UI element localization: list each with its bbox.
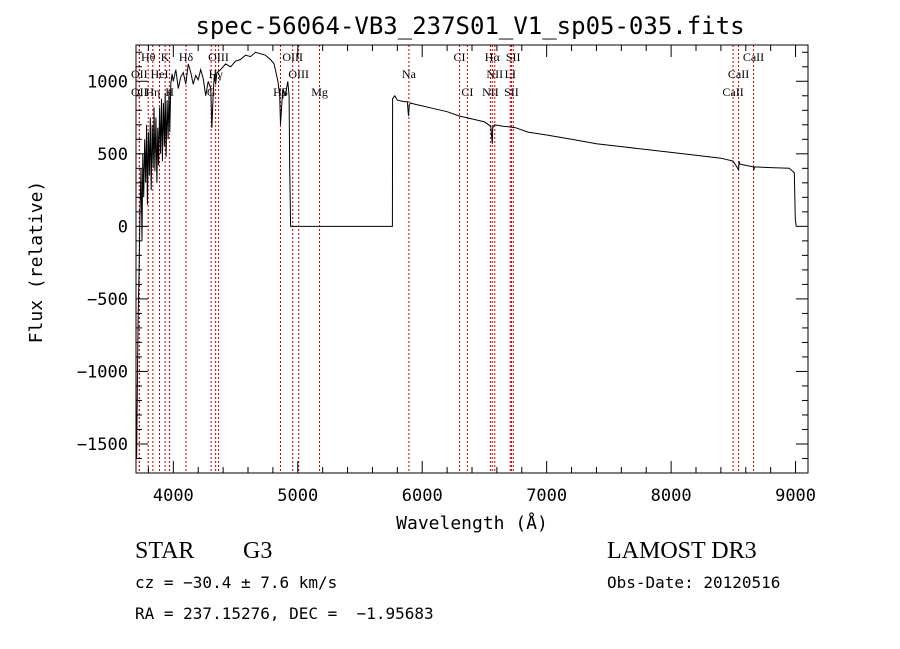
- spectral-line-markers: [138, 45, 754, 473]
- y-axis: −1500 −1000 −500 0 500 1000: [77, 51, 808, 459]
- line-label-26: CaII: [722, 85, 743, 99]
- line-label-20: G: [207, 85, 216, 99]
- line-label-22: Mg: [311, 85, 328, 99]
- plot-frame: [135, 44, 809, 474]
- line-label-14: NII: [486, 67, 503, 81]
- line-label-3: OIII: [208, 50, 229, 64]
- line-label-8: CaII: [743, 50, 764, 64]
- x-axis-label: Wavelength (Å): [396, 512, 548, 534]
- x-tick-label-0: 4000: [153, 486, 194, 506]
- y-tick-label-4: 500: [97, 145, 128, 165]
- line-label-19: H: [165, 85, 174, 99]
- y-tick-label-3: 0: [118, 217, 128, 237]
- line-label-16: CaII: [728, 67, 749, 81]
- line-label-23: CI: [461, 85, 473, 99]
- chart-title: spec-56064-VB3_237S01_V1_sp05-035.fits: [195, 12, 744, 40]
- line-label-18: Hη: [145, 85, 160, 99]
- line-label-12: OIII: [288, 67, 309, 81]
- y-tick-label-1: −1000: [77, 362, 128, 382]
- line-label-21: Hβ: [273, 85, 288, 99]
- line-label-17: OII: [131, 85, 148, 99]
- y-tick-label-5: 1000: [87, 72, 128, 92]
- series-spectrum: [136, 51, 797, 459]
- line-label-0: Hθ: [141, 50, 156, 64]
- x-axis: 4000 5000 6000 7000 8000 9000: [147, 45, 816, 506]
- line-label-10: HeI: [151, 67, 169, 81]
- line-label-7: SII: [506, 50, 521, 64]
- y-tick-label-2: −500: [87, 290, 128, 310]
- x-tick-label-3: 7000: [526, 486, 567, 506]
- spectral-subclass: G3: [243, 538, 273, 564]
- line-label-5: CI: [454, 50, 466, 64]
- object-class: STAR: [135, 538, 195, 564]
- coordinates: RA = 237.15276, DEC = −1.95683: [135, 604, 434, 623]
- x-tick-label-2: 6000: [402, 486, 443, 506]
- survey-name: LAMOST DR3: [607, 538, 757, 564]
- x-tick-label-4: 8000: [651, 486, 692, 506]
- observation-date: Obs-Date: 20120516: [607, 573, 781, 592]
- line-label-2: Hδ: [179, 50, 194, 64]
- line-label-1: K: [161, 50, 170, 64]
- y-axis-label: Flux (relative): [26, 181, 47, 344]
- y-tick-label-0: −1500: [77, 435, 128, 455]
- line-label-13: Na: [402, 67, 417, 81]
- x-tick-label-5: 9000: [775, 486, 816, 506]
- line-label-9: OII: [131, 67, 148, 81]
- redshift-value: cz = −30.4 ± 7.6 km/s: [135, 573, 338, 592]
- spectrum-series: [136, 51, 797, 459]
- line-label-25: SII: [504, 85, 519, 99]
- line-label-24: NII: [482, 85, 499, 99]
- x-tick-label-1: 5000: [277, 486, 318, 506]
- line-label-4: OIII: [282, 50, 303, 64]
- line-label-6: Hα: [485, 50, 501, 64]
- line-label-15: LI: [505, 67, 516, 81]
